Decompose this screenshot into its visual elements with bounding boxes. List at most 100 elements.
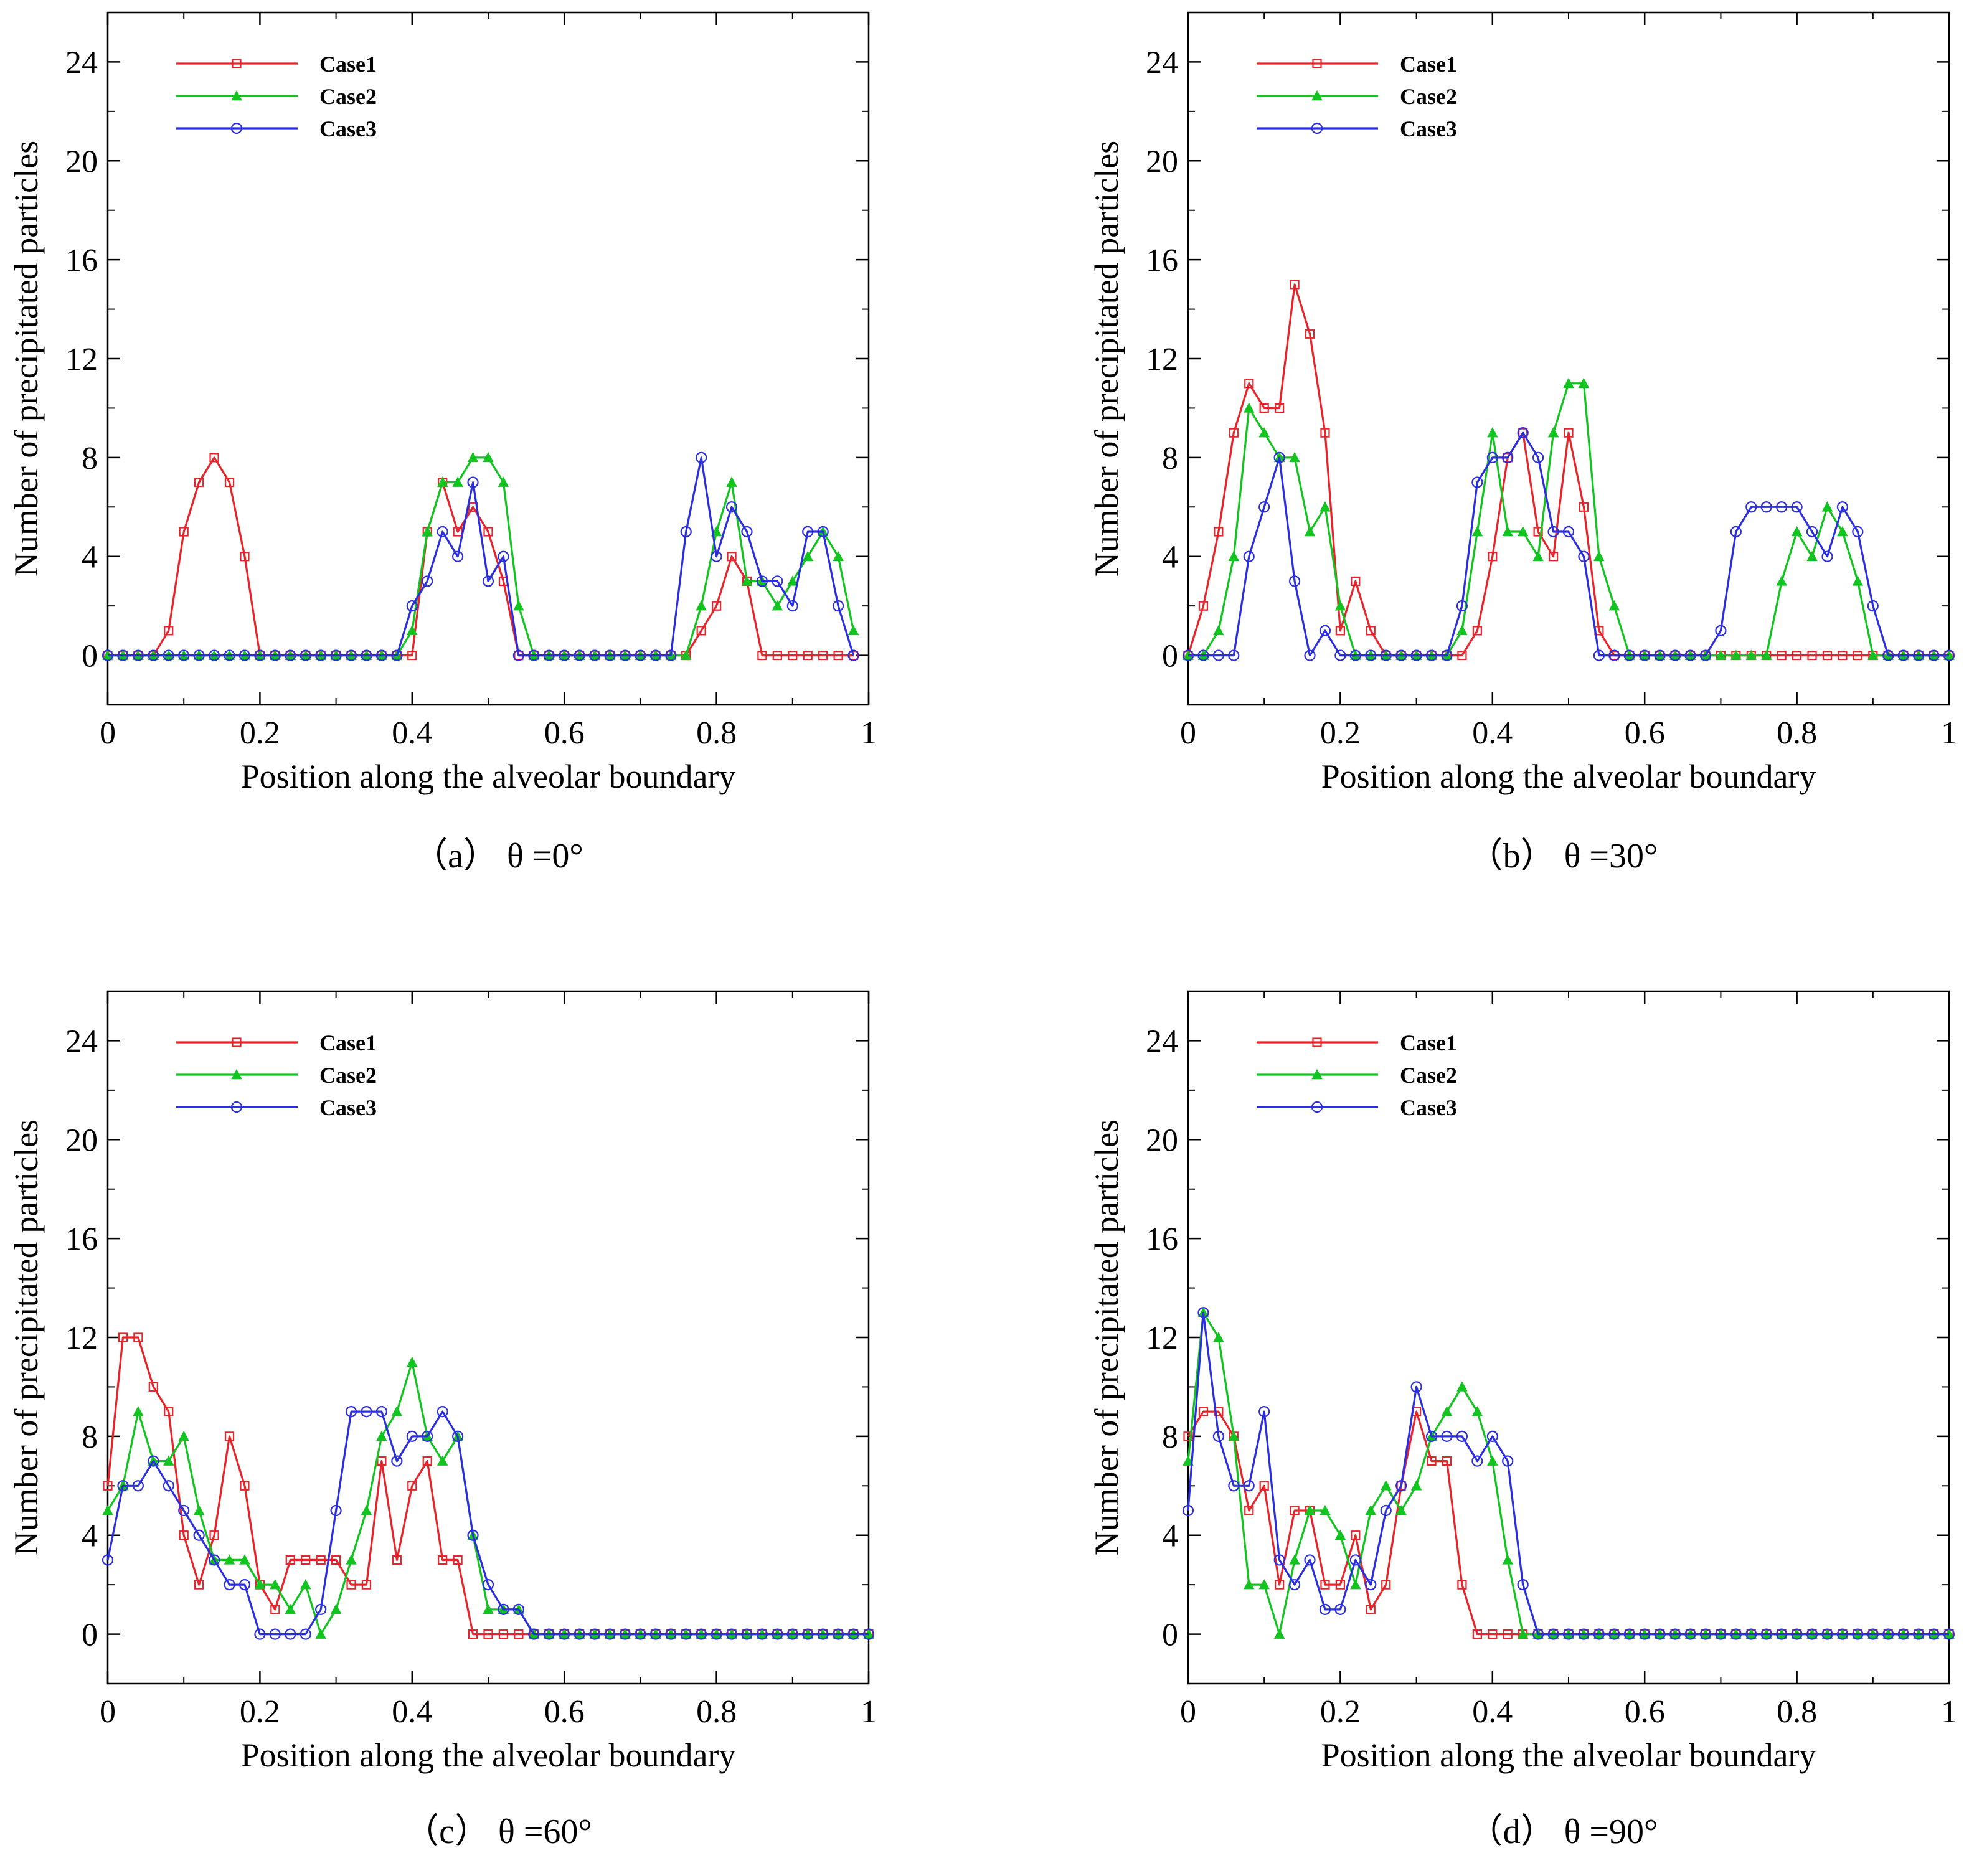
data-point	[330, 649, 342, 661]
data-point	[512, 649, 524, 661]
data-point	[1410, 1381, 1422, 1393]
data-point	[1212, 1430, 1224, 1442]
data-point	[224, 1554, 235, 1565]
y-tick-label: 24	[1146, 1024, 1178, 1059]
data-point	[438, 1555, 448, 1565]
data-point	[1334, 1529, 1346, 1540]
data-point	[1928, 1628, 1940, 1640]
data-point	[178, 1504, 190, 1517]
data-point	[148, 1455, 159, 1467]
data-point	[1897, 1628, 1909, 1640]
data-point	[240, 552, 250, 562]
data-point	[862, 1628, 875, 1640]
data-point	[238, 1579, 251, 1591]
data-point	[315, 1628, 326, 1639]
x-tick-label: 0.6	[544, 1694, 585, 1730]
y-tick-label: 20	[1146, 1123, 1178, 1158]
data-point	[802, 526, 814, 538]
data-point	[392, 1555, 402, 1565]
x-tick-label: 0.8	[696, 1694, 737, 1730]
data-point	[665, 649, 677, 661]
data-point	[696, 600, 707, 611]
data-point	[696, 626, 706, 636]
y-tick-label: 8	[82, 1420, 98, 1455]
data-point	[1791, 1628, 1803, 1640]
y-tick-label: 16	[1146, 243, 1178, 278]
legend-label: Case3	[319, 116, 377, 141]
data-point	[1776, 501, 1788, 513]
legend-marker	[1312, 59, 1322, 68]
data-point	[345, 1406, 357, 1418]
data-point	[574, 1628, 585, 1640]
data-point	[1275, 403, 1285, 413]
data-point	[788, 650, 798, 661]
x-tick-label: 1	[1941, 1694, 1957, 1730]
data-point	[1244, 379, 1254, 389]
legend-item-case2: Case2	[1257, 1063, 1457, 1088]
legend-item-case3: Case3	[176, 116, 377, 141]
data-point	[148, 1382, 158, 1392]
data-point	[1319, 625, 1331, 636]
data-point	[1456, 600, 1468, 612]
x-tick-label: 0.8	[1777, 715, 1817, 751]
data-point	[1517, 427, 1529, 439]
panel-caption: （c） θ =60°	[404, 1812, 592, 1851]
data-point	[1441, 649, 1453, 661]
y-tick-label: 8	[1162, 1420, 1178, 1455]
data-point	[1639, 1628, 1651, 1640]
data-point	[574, 649, 585, 661]
y-tick-label: 16	[65, 243, 98, 278]
data-point	[1365, 1579, 1377, 1591]
legend-label: Case2	[319, 84, 377, 109]
y-axis-title: Number of precipitated particles	[7, 1119, 45, 1555]
data-point	[1228, 550, 1240, 561]
data-point	[361, 1406, 372, 1418]
data-point	[1381, 1580, 1391, 1590]
y-tick-label: 24	[65, 1024, 98, 1059]
x-tick-label: 0.2	[1320, 715, 1361, 751]
data-point	[1608, 649, 1620, 661]
data-point	[1776, 575, 1787, 586]
plot-frame	[1187, 990, 1950, 1685]
data-point	[316, 1555, 326, 1565]
data-point	[1259, 403, 1269, 413]
data-point	[1457, 1580, 1467, 1590]
data-point	[1943, 1628, 1955, 1640]
data-point	[1289, 1554, 1300, 1565]
y-tick-label: 16	[1146, 1222, 1178, 1257]
data-point	[772, 650, 782, 661]
data-point	[741, 575, 753, 586]
data-point	[1715, 625, 1727, 636]
data-point	[1304, 526, 1316, 537]
y-tick-label: 8	[82, 441, 98, 476]
data-point	[847, 625, 859, 636]
data-point	[301, 1555, 311, 1565]
data-point	[209, 1530, 219, 1540]
x-tick-label: 0.4	[1472, 1694, 1513, 1730]
data-point	[300, 1628, 311, 1640]
data-point	[1228, 649, 1240, 661]
data-point	[1487, 1455, 1498, 1466]
data-point	[254, 1628, 266, 1640]
series-case2	[1183, 1307, 1955, 1639]
x-tick-label: 0.4	[392, 715, 432, 751]
data-point	[756, 575, 768, 587]
data-point	[680, 526, 692, 538]
legend-marker	[1311, 1068, 1323, 1080]
data-point	[1471, 1455, 1483, 1467]
x-tick-label: 1	[861, 1694, 877, 1730]
data-point	[1365, 649, 1377, 661]
series-case1	[1183, 1407, 1954, 1639]
data-point	[1853, 650, 1862, 661]
data-point	[132, 1480, 144, 1492]
data-point	[833, 650, 843, 661]
data-point	[1821, 1628, 1833, 1640]
data-point	[1502, 526, 1513, 537]
data-point	[1290, 280, 1300, 290]
data-point	[1471, 476, 1483, 488]
chart-panel-b: 0 0.2 0.4 0.6 0.8 1 0 4 8 12 16 20 24 Position along …	[1088, 11, 1957, 875]
legend-item-case1: Case1	[176, 52, 377, 77]
data-point	[269, 1628, 281, 1640]
legend-label: Case1	[319, 52, 377, 77]
data-point	[407, 625, 418, 636]
